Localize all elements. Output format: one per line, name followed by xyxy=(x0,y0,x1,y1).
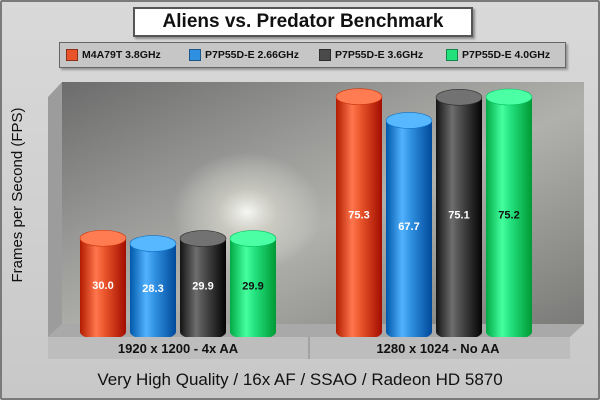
y-axis-label: Frames per Second (FPS) xyxy=(9,80,29,310)
category-label: 1280 x 1024 - No AA xyxy=(376,341,500,356)
chart-footer: Very High Quality / 16x AF / SSAO / Rade… xyxy=(2,370,598,390)
bar-top xyxy=(436,89,482,105)
category-label: 1920 x 1200 - 4x AA xyxy=(118,341,239,356)
bar-top xyxy=(230,231,276,247)
legend: M4A79T 3.8GHz P7P55D-E 2.66GHz P7P55D-E … xyxy=(59,42,566,68)
legend-label-m4a79t: M4A79T 3.8GHz xyxy=(82,49,161,61)
data-label: 67.7 xyxy=(398,221,419,233)
data-label: 75.2 xyxy=(498,210,519,222)
legend-item-p7p55d-e-4-0ghz: P7P55D-E 4.0GHz xyxy=(446,43,550,67)
data-label: 29.9 xyxy=(242,280,263,292)
bar-top xyxy=(386,112,432,128)
chart-title: Aliens vs. Predator Benchmark xyxy=(133,7,473,37)
legend-swatch-p7p55d-2-66 xyxy=(189,49,201,61)
data-label: 75.1 xyxy=(448,210,469,222)
plot-left-wall xyxy=(48,82,62,337)
legend-item-p7p55d-e-3-6ghz: P7P55D-E 3.6GHz xyxy=(319,43,423,67)
data-label: 30.0 xyxy=(92,280,113,292)
bar-top xyxy=(336,89,382,105)
legend-swatch-m4a79t xyxy=(66,49,78,61)
bar-top xyxy=(180,231,226,247)
legend-swatch-p7p55d-3-6 xyxy=(319,49,331,61)
legend-label-p7p55d-4-0: P7P55D-E 4.0GHz xyxy=(462,49,550,61)
data-label: 28.3 xyxy=(142,283,163,295)
data-label: 75.3 xyxy=(348,209,369,221)
legend-label-p7p55d-3-6: P7P55D-E 3.6GHz xyxy=(335,49,423,61)
legend-item-p7p55d-e-2-66ghz: P7P55D-E 2.66GHz xyxy=(189,43,299,67)
bar-top xyxy=(80,230,126,246)
legend-label-p7p55d-2-66: P7P55D-E 2.66GHz xyxy=(205,49,299,61)
legend-swatch-p7p55d-4-0 xyxy=(446,49,458,61)
data-label: 29.9 xyxy=(192,280,213,292)
bar-top xyxy=(130,236,176,252)
bar-top xyxy=(486,89,532,105)
legend-item-m4a79t-3-8ghz: M4A79T 3.8GHz xyxy=(66,43,161,67)
